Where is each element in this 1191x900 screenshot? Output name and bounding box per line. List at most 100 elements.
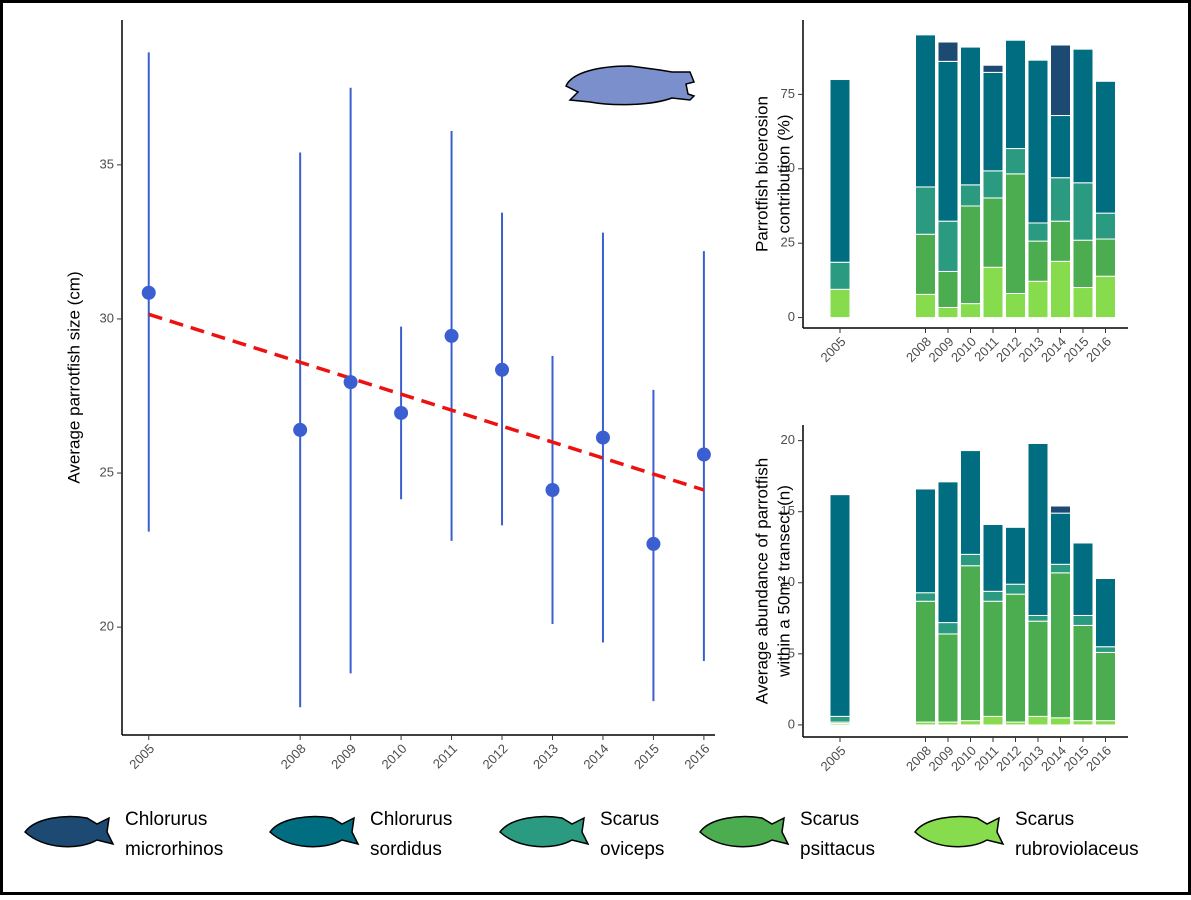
bar-segment — [1050, 115, 1071, 179]
bar-segment — [960, 303, 981, 319]
bar-segment — [915, 233, 936, 295]
bar-segment — [1050, 563, 1071, 574]
bar-segment — [982, 715, 1004, 726]
y-tick-label: 0 — [788, 716, 795, 731]
bar-segment — [829, 494, 851, 717]
y-tick-label: 20 — [100, 619, 114, 634]
bar-segment — [1005, 292, 1026, 319]
bar-segment — [1072, 542, 1094, 616]
bar-segment — [1095, 80, 1116, 214]
bar-segment — [1027, 614, 1049, 622]
point — [696, 447, 711, 462]
bar-segment — [1005, 148, 1026, 175]
bar-segment — [1050, 717, 1071, 726]
bar-segment — [1005, 526, 1026, 585]
bar-segment — [1005, 583, 1026, 595]
legend-icon — [23, 815, 115, 848]
bar-segment — [982, 590, 1004, 602]
bar-segment — [1027, 59, 1049, 224]
bar-segment — [960, 205, 981, 305]
legend-icon — [698, 815, 790, 848]
legend-label: Chlorurus microrhinos — [125, 809, 223, 860]
bar-segment — [1050, 177, 1071, 222]
bar-segment — [915, 488, 936, 594]
bar-segment — [915, 592, 936, 602]
point — [545, 482, 560, 497]
legend-icon — [498, 815, 590, 848]
bar-segment — [1095, 646, 1116, 653]
bar-segment — [1027, 442, 1049, 616]
bar-segment — [960, 46, 981, 186]
bar-segment — [1072, 720, 1094, 726]
bar-segment — [1072, 624, 1094, 722]
bar-segment — [1027, 240, 1049, 282]
point — [444, 328, 459, 343]
y-tick-label: 5 — [788, 645, 795, 660]
legend-label: Scarus oviceps — [600, 809, 664, 860]
bar-segment — [937, 60, 959, 222]
y-tick-label: 75 — [781, 86, 795, 101]
bar-segment — [1005, 593, 1026, 723]
point — [394, 405, 409, 420]
y-tick-label: 35 — [100, 156, 114, 171]
y-axis-title: Average parrotfish size (cm) — [64, 271, 83, 483]
y-axis-title: Average abundance of parrotfish — [752, 458, 771, 704]
bar-segment — [1095, 578, 1116, 648]
bar-segment — [829, 715, 851, 723]
bar-segment — [915, 293, 936, 319]
bar-segment — [829, 261, 851, 290]
bar-segment — [1095, 720, 1116, 726]
bar-segment — [1072, 182, 1094, 241]
bar-segment — [915, 186, 936, 235]
bar-segment — [960, 450, 981, 555]
bar-segment — [829, 288, 851, 319]
bar-segment — [982, 170, 1004, 199]
legend-label: Chlorurus sordidus — [370, 809, 452, 860]
point — [141, 285, 156, 300]
bar-segment — [1050, 505, 1071, 514]
bar-segment — [1095, 275, 1116, 319]
bar-segment — [1027, 620, 1049, 717]
bar-segment — [1095, 238, 1116, 277]
point — [495, 362, 510, 377]
y-tick-label: 25 — [781, 235, 795, 250]
bar-segment — [937, 481, 959, 624]
bar-segment — [960, 565, 981, 722]
point — [293, 422, 308, 437]
bar-segment — [915, 34, 936, 188]
bar-segment — [937, 41, 959, 62]
legend-label: Scarus psittacus — [800, 809, 875, 860]
legend-icon — [913, 815, 1005, 848]
trend-line — [148, 312, 705, 492]
bar-segment — [829, 79, 851, 263]
bar-segment — [1050, 512, 1071, 565]
bar-segment — [915, 600, 936, 723]
bar-segment — [1005, 173, 1026, 294]
bar-segment — [982, 266, 1004, 319]
bar-segment — [1050, 260, 1071, 319]
legend-icon — [268, 815, 360, 848]
bar-segment — [1050, 44, 1071, 117]
y-axis-title: Parrotfish bioerosion — [752, 96, 771, 252]
bar-segment — [937, 270, 959, 308]
bar-segment — [1072, 239, 1094, 289]
bar-segment — [1095, 212, 1116, 240]
bar-segment — [982, 71, 1004, 172]
y-tick-label: 0 — [788, 309, 795, 324]
bar-segment — [1027, 715, 1049, 726]
legend-label: Scarus rubroviolaceus — [1015, 809, 1139, 860]
bar-segment — [1050, 220, 1071, 262]
y-tick-label: 15 — [781, 503, 795, 518]
fish-icon — [565, 65, 696, 106]
y-axis-title: contribution (%) — [774, 114, 793, 233]
bar-segment — [937, 622, 959, 635]
bar-segment — [937, 220, 959, 272]
bar-segment — [982, 523, 1004, 592]
point — [343, 375, 358, 390]
bar-segment — [982, 64, 1004, 73]
bar-segment — [960, 720, 981, 726]
y-tick-label: 10 — [781, 574, 795, 589]
bar-segment — [1072, 614, 1094, 626]
bar-segment — [960, 184, 981, 207]
